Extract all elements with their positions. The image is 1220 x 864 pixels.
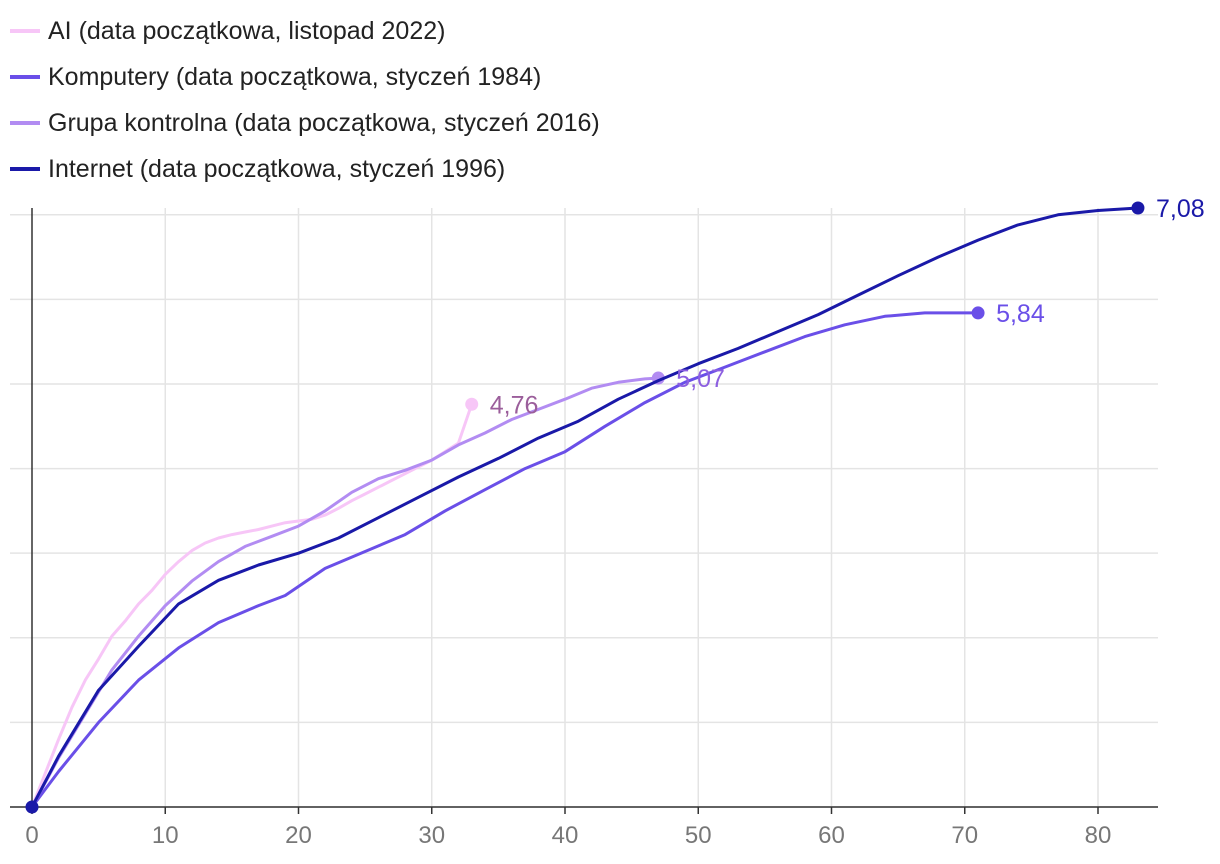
series-line-2: [30, 376, 660, 809]
series-end-label-3: 7,08: [1156, 195, 1205, 223]
chart-legend: AI (data początkowa, listopad 2022) Komp…: [10, 8, 600, 192]
legend-item-ai: AI (data początkowa, listopad 2022): [10, 8, 600, 54]
legend-label-komputery: Komputery (data początkowa, styczeń 1984…: [48, 62, 542, 91]
legend-item-grupa-kontrolna: Grupa kontrolna (data początkowa, stycze…: [10, 100, 600, 146]
x-tick-label: 0: [25, 822, 38, 849]
legend-swatch-internet: [10, 167, 40, 171]
origin-point: [25, 800, 39, 814]
chart-series: [25, 201, 1145, 814]
series-line-1: [30, 311, 980, 809]
series-line-3: [30, 206, 1140, 809]
series-endpoint-1: [971, 306, 985, 320]
chart-grid: [10, 208, 1158, 808]
series-end-label-2: 5,07: [676, 365, 725, 393]
legend-swatch-ai: [10, 29, 40, 33]
chart-labels: 0 10 20 30 40 50 60 70 80 4,76 5,84 5,07 7,08: [25, 195, 1204, 849]
legend-label-internet: Internet (data początkowa, styczeń 1996): [48, 154, 506, 183]
series-endpoint-3: [1131, 201, 1145, 215]
x-tick-label: 10: [152, 822, 179, 849]
x-tick-label: 60: [818, 822, 845, 849]
x-tick-label: 50: [685, 822, 712, 849]
x-tick-label: 20: [285, 822, 312, 849]
series-line-0: [30, 402, 474, 809]
legend-label-ai: AI (data początkowa, listopad 2022): [48, 16, 446, 45]
series-endpoint-0: [465, 397, 479, 411]
x-tick-label: 30: [418, 822, 445, 849]
x-tick-label: 70: [951, 822, 978, 849]
legend-swatch-grupa-kontrolna: [10, 121, 40, 125]
chart-axes: [10, 208, 1158, 814]
x-tick-label: 80: [1085, 822, 1112, 849]
series-end-label-0: 4,76: [490, 391, 539, 419]
legend-label-grupa-kontrolna: Grupa kontrolna (data początkowa, stycze…: [48, 108, 600, 137]
series-end-label-1: 5,84: [996, 300, 1045, 328]
x-tick-label: 40: [552, 822, 579, 849]
legend-item-internet: Internet (data początkowa, styczeń 1996): [10, 146, 600, 192]
legend-item-komputery: Komputery (data początkowa, styczeń 1984…: [10, 54, 600, 100]
legend-swatch-komputery: [10, 75, 40, 79]
